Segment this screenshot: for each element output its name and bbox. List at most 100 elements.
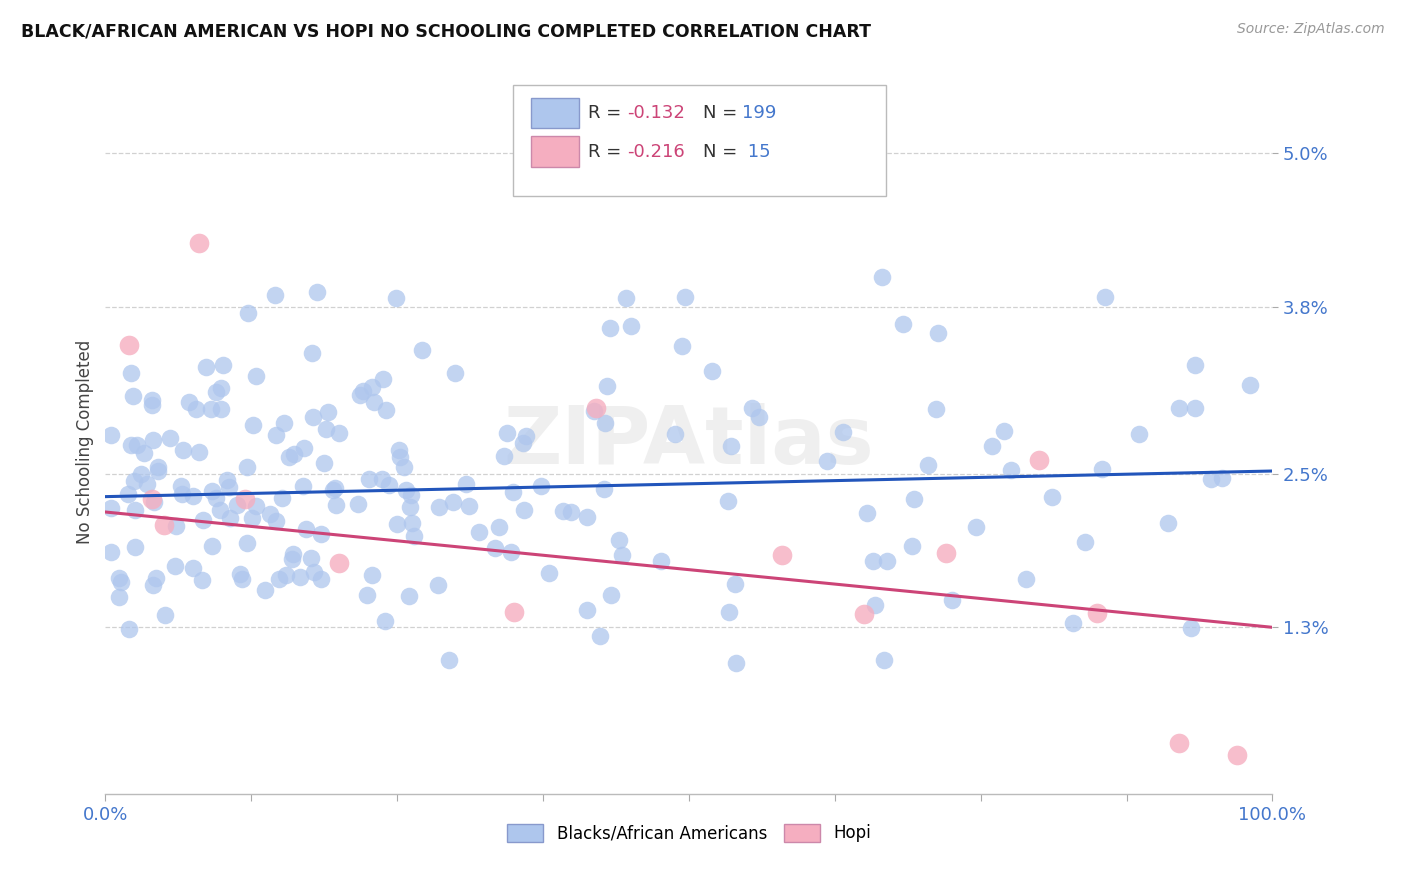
Point (236, 535, 259, 549)
Point (259, 508, 281, 522)
Point (589, 629, 612, 643)
Point (273, 417, 295, 431)
Point (388, 443, 411, 458)
Point (596, 378, 619, 392)
Point (725, 657, 748, 671)
Point (240, 510, 263, 524)
Point (717, 605, 740, 619)
Point (325, 481, 347, 495)
Point (242, 417, 264, 432)
Point (392, 460, 415, 475)
Point (515, 429, 537, 443)
Point (118, 622, 141, 636)
Point (361, 379, 384, 393)
Point (927, 326, 949, 341)
Point (404, 528, 426, 542)
Point (593, 482, 616, 496)
Point (530, 479, 553, 493)
Point (302, 409, 325, 424)
Point (385, 516, 408, 531)
Point (346, 497, 368, 511)
Point (993, 425, 1015, 439)
Point (229, 567, 252, 582)
Point (299, 550, 322, 565)
Point (862, 554, 884, 568)
Point (876, 554, 898, 568)
Point (441, 494, 464, 508)
Point (236, 459, 259, 474)
Point (302, 565, 325, 579)
Point (309, 572, 332, 586)
Point (378, 477, 401, 491)
Point (132, 446, 155, 460)
Point (903, 491, 925, 506)
Point (141, 492, 163, 507)
Point (218, 480, 240, 494)
Point (456, 477, 478, 491)
Point (266, 514, 288, 528)
Point (371, 372, 394, 386)
Point (187, 235, 209, 250)
Point (941, 592, 963, 607)
Point (444, 366, 467, 380)
Point (595, 417, 617, 431)
Point (122, 474, 145, 488)
Point (231, 572, 253, 586)
Point (172, 442, 194, 457)
Point (614, 291, 637, 305)
Point (363, 395, 385, 409)
Point (315, 422, 337, 436)
Point (181, 489, 204, 503)
Point (211, 358, 233, 372)
Point (852, 607, 875, 621)
Point (901, 539, 924, 553)
Point (184, 402, 207, 417)
Point (724, 577, 747, 591)
Point (356, 588, 378, 602)
Point (215, 473, 238, 487)
Point (395, 483, 418, 498)
Point (856, 506, 879, 520)
Point (191, 513, 214, 527)
Text: N =: N = (703, 104, 742, 122)
Point (599, 588, 621, 602)
Point (607, 533, 630, 547)
Point (1062, 615, 1084, 630)
Point (1042, 491, 1064, 505)
Point (770, 549, 793, 563)
Point (316, 405, 339, 419)
Point (145, 570, 167, 584)
Point (120, 438, 142, 452)
Text: -0.216: -0.216 (627, 143, 685, 161)
Point (124, 540, 146, 554)
Point (264, 427, 287, 442)
Point (142, 578, 165, 592)
Point (328, 426, 350, 441)
Point (620, 318, 643, 333)
Point (610, 548, 633, 562)
Point (965, 519, 987, 533)
Point (170, 478, 193, 492)
Text: R =: R = (588, 104, 627, 122)
Point (575, 603, 598, 617)
Point (245, 499, 267, 513)
Point (117, 487, 139, 501)
Point (124, 503, 146, 517)
Point (398, 589, 420, 603)
Point (1073, 535, 1095, 549)
Point (281, 547, 304, 561)
Text: N =: N = (703, 143, 742, 161)
Point (1015, 572, 1038, 586)
Point (159, 431, 181, 445)
Point (146, 464, 169, 478)
Point (322, 483, 344, 497)
Point (195, 359, 218, 374)
Point (200, 483, 222, 498)
Point (349, 387, 371, 401)
Point (1028, 452, 1050, 467)
Legend: Blacks/African Americans, Hopi: Blacks/African Americans, Hopi (501, 817, 877, 849)
Point (190, 574, 212, 588)
Point (399, 488, 422, 502)
Point (292, 442, 315, 456)
Point (141, 398, 163, 412)
